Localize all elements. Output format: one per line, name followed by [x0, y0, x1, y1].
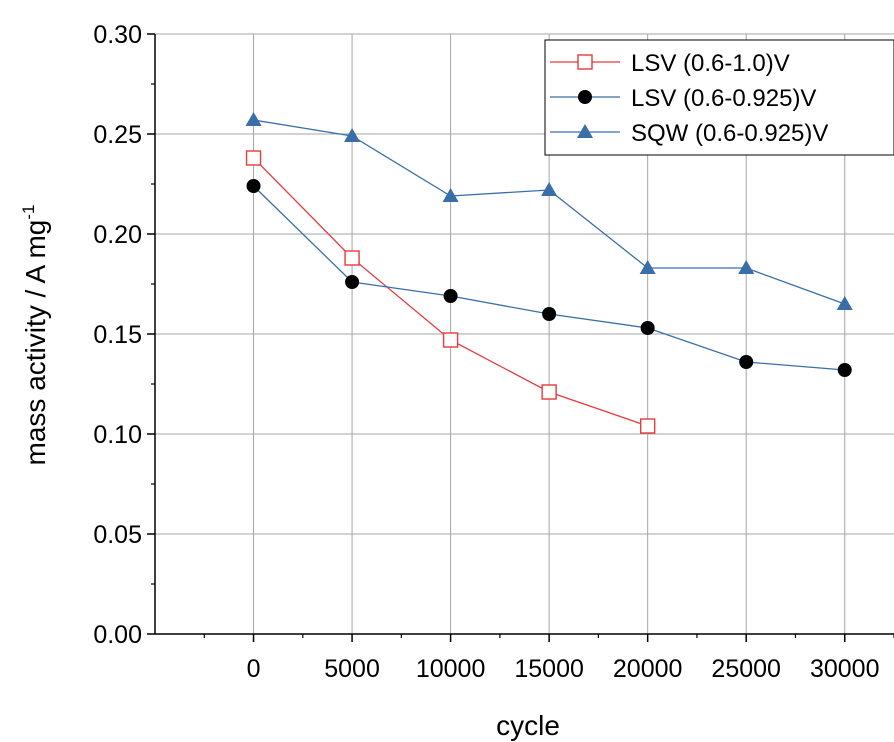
series-2-point-3: [541, 181, 558, 197]
series-0-point-2: [442, 332, 459, 348]
series-0-point-3: [541, 384, 557, 400]
y-axis-title: mass activity / A mg-1: [19, 205, 51, 466]
series-2-point-4: [639, 259, 656, 275]
legend-label-1: LSV (0.6-0.925)V: [631, 85, 816, 112]
x-tick-label-6: 30000: [810, 655, 880, 683]
legend-marker-1: [578, 90, 592, 104]
y-tick-label-2: 0.10: [93, 421, 142, 449]
legend-label-0: LSV (0.6-1.0)V: [631, 50, 790, 77]
series-1-point-0: [246, 179, 261, 193]
legend-label-2: SQW (0.6-0.925)V: [631, 120, 828, 147]
x-tick-label-4: 20000: [613, 655, 683, 683]
series-2-point-2: [442, 187, 459, 203]
series-0-point-0: [245, 150, 262, 166]
y-axis-title-main: mass activity / A mg: [20, 220, 51, 466]
series-1-point-3: [542, 307, 557, 321]
series-2-point-1: [344, 127, 361, 143]
series-0-point-1: [344, 250, 360, 266]
series-2-point-6: [836, 295, 853, 311]
series-2-point-0: [245, 111, 262, 127]
series-1-point-4: [640, 321, 655, 335]
y-tick-label-5: 0.25: [93, 121, 142, 149]
y-axis-title-superscript: -1: [19, 205, 38, 220]
x-tick-label-3: 15000: [514, 655, 584, 683]
x-tick-label-0: 0: [247, 655, 261, 683]
x-tick-label-1: 5000: [324, 655, 380, 683]
series-0: [245, 150, 656, 434]
series-1-point-2: [443, 289, 458, 303]
series-1: [246, 179, 852, 377]
legend-marker-0: [577, 54, 593, 70]
series-2: [245, 111, 853, 311]
tick-labels: 0.00 0.05 0.10 0.15 0.20 0.25 0.30 0 5000 10000 15…: [93, 21, 879, 683]
legend: LSV (0.6-1.0)V LSV (0.6-0.925)V SQW (0.6-0…: [544, 39, 894, 156]
x-axis-title: cycle: [496, 710, 560, 741]
y-tick-label-4: 0.20: [93, 221, 142, 249]
series-layer: [245, 111, 853, 434]
series-1-point-6: [837, 363, 852, 377]
legend-marker-2: [576, 123, 594, 139]
y-tick-label-0: 0.00: [93, 621, 142, 649]
series-2-point-5: [738, 259, 755, 275]
y-tick-label-1: 0.05: [93, 521, 142, 549]
y-tick-label-6: 0.30: [93, 21, 142, 49]
series-0-point-4: [639, 418, 656, 434]
series-1-point-1: [345, 275, 360, 289]
y-tick-label-3: 0.15: [93, 321, 142, 349]
x-tick-label-5: 25000: [711, 655, 781, 683]
axes: [147, 33, 894, 642]
x-tick-label-2: 10000: [416, 655, 486, 683]
series-1-point-5: [739, 355, 754, 369]
